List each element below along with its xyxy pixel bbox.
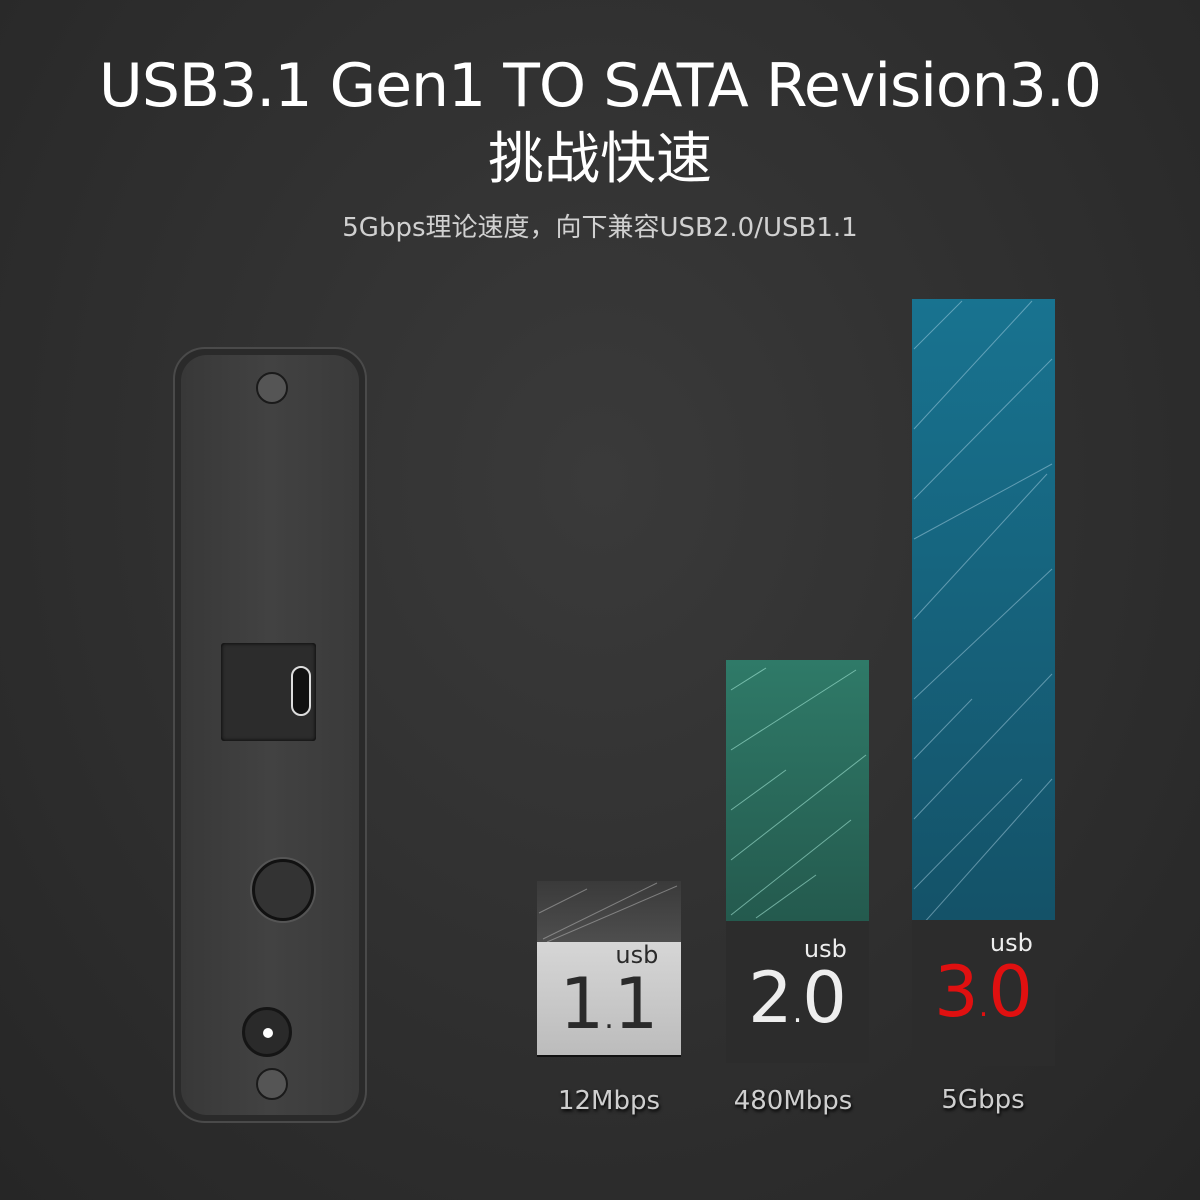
usb-c-port-area — [221, 643, 316, 741]
usb-c-port-icon — [291, 666, 311, 716]
version-mark: usb 2.0 — [748, 936, 847, 1049]
badge-usb11: usb 1.1 — [537, 942, 681, 1057]
version-major: 1 — [559, 963, 605, 1045]
version-major: 2 — [748, 956, 793, 1039]
screw-icon — [256, 372, 288, 404]
version-dot: . — [604, 1001, 614, 1036]
usb-label: usb — [989, 928, 1033, 957]
stripe-pattern — [913, 300, 1053, 920]
page-subtitle: 5Gbps理论速度，向下兼容USB2.0/USB1.1 — [342, 213, 858, 243]
version-minor: 1 — [613, 963, 659, 1045]
version-mark: usb 1.1 — [560, 942, 659, 1055]
speed-label: 480Mbps — [733, 1086, 853, 1116]
device-panel — [181, 355, 359, 1115]
version-dot: . — [978, 988, 989, 1024]
badge-usb20: usb 2.0 — [726, 921, 869, 1063]
page-title: USB3.1 Gen1 TO SATA Revision3.0 — [98, 51, 1102, 121]
stripe-pattern — [730, 667, 867, 919]
led-indicator — [242, 1007, 292, 1057]
usb-label: usb — [615, 941, 659, 969]
speed-label: 5Gbps — [941, 1085, 1025, 1115]
usb-label: usb — [803, 934, 847, 963]
stripe-pattern — [538, 882, 678, 942]
bar-usb11 — [537, 881, 681, 942]
version-dot: . — [792, 994, 803, 1030]
power-button — [252, 859, 314, 921]
bar-usb30 — [912, 299, 1055, 920]
led-dot-icon — [263, 1028, 273, 1038]
version-minor: 0 — [802, 956, 847, 1039]
badge-usb30: usb 3.0 — [912, 920, 1055, 1066]
version-major: 3 — [934, 950, 979, 1033]
version-minor: 0 — [988, 950, 1033, 1033]
screw-icon — [256, 1068, 288, 1100]
page-title-cn: 挑战快速 — [488, 127, 712, 192]
version-mark: usb 3.0 — [934, 930, 1033, 1043]
enclosure-device — [173, 347, 367, 1123]
speed-label: 12Mbps — [557, 1086, 661, 1116]
bar-usb20 — [726, 660, 869, 921]
